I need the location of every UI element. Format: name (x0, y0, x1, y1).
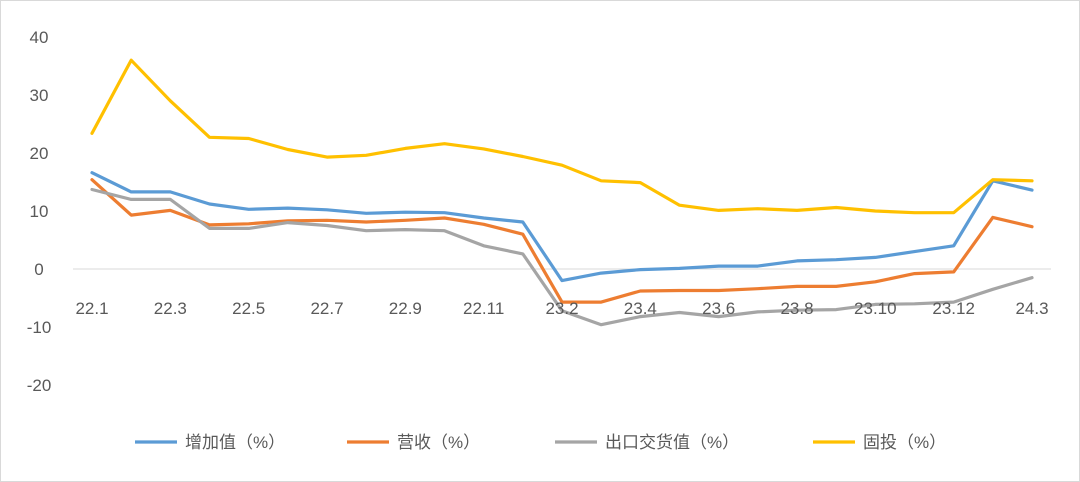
y-tick-label: 0 (34, 260, 43, 279)
x-tick-label: 23.8 (780, 299, 813, 318)
legend-label: 增加值（%） (185, 433, 285, 452)
series-line-4 (90, 58, 1034, 215)
series-line-3 (90, 187, 1034, 327)
x-tick-label: 22.11 (463, 299, 504, 318)
x-tick-label: 23.12 (932, 299, 975, 318)
x-tick-label: 22.1 (75, 299, 108, 318)
x-tick-label: 22.3 (154, 299, 187, 318)
x-tick-label: 23.6 (702, 299, 735, 318)
series-line-1 (90, 171, 1034, 283)
x-tick-label: 23.4 (624, 299, 657, 318)
x-tick-label: 24.3 (1015, 299, 1048, 318)
legend-label: 出口交货值（%） (605, 433, 739, 452)
x-tick-label: 23.10 (854, 299, 897, 318)
x-tick-label: 22.7 (310, 299, 343, 318)
y-tick-label: 30 (30, 86, 49, 105)
y-tick-label: -20 (27, 376, 52, 395)
x-tick-label: 22.9 (389, 299, 422, 318)
y-tick-label: 20 (30, 144, 49, 163)
legend-label: 固投（%） (863, 433, 946, 452)
x-tick-label: 23.2 (545, 299, 578, 318)
legend-label: 营收（%） (397, 433, 480, 452)
x-tick-label: 22.5 (232, 299, 265, 318)
y-tick-label: 10 (30, 202, 49, 221)
y-tick-label: 40 (30, 28, 49, 47)
y-tick-label: -10 (27, 318, 52, 337)
series-line-2 (90, 178, 1034, 304)
